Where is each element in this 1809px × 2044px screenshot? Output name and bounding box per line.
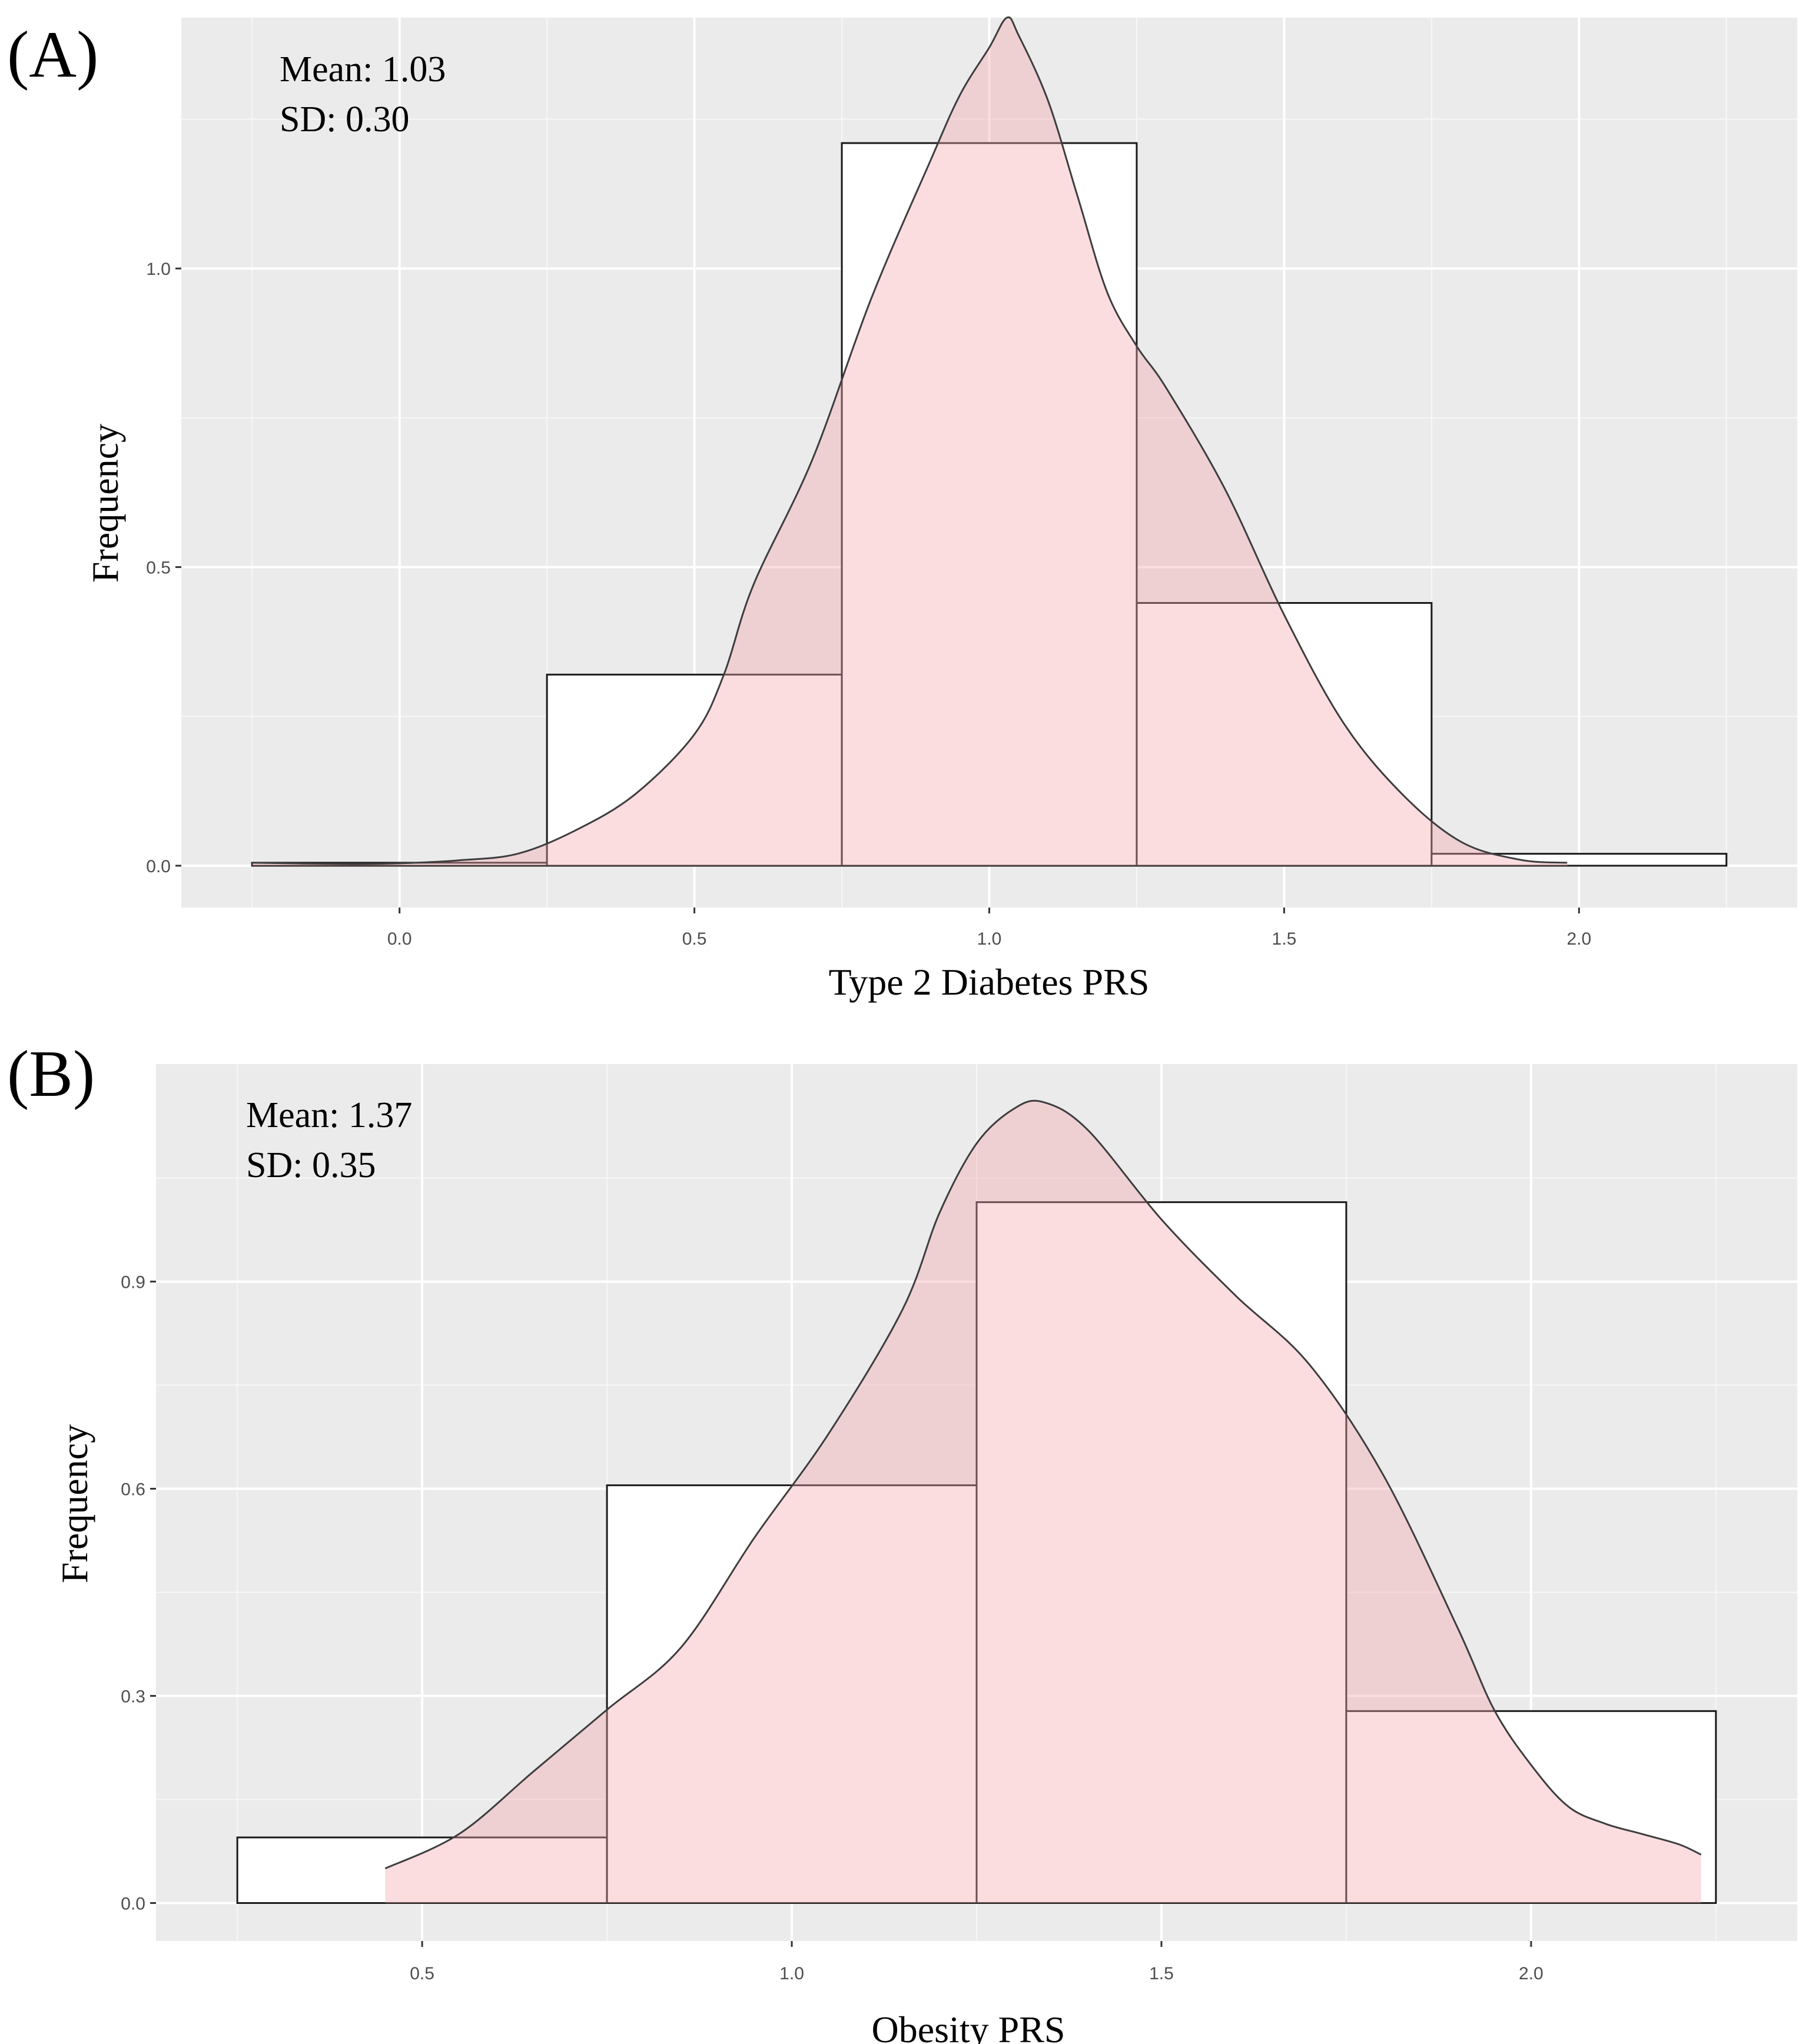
x-tick-label: 1.0 bbox=[977, 929, 1002, 949]
histogram-bar bbox=[1136, 601, 1433, 867]
y-tick-label: 0.5 bbox=[146, 559, 171, 578]
panel-a-label: (A) bbox=[7, 18, 98, 91]
x-tick-label: 0.5 bbox=[682, 929, 707, 949]
y-tick-label: 0.0 bbox=[146, 857, 171, 876]
x-tick-label: 0.0 bbox=[387, 929, 412, 949]
y-tick-label: 0.6 bbox=[121, 1480, 145, 1500]
x-tick-label: 2.0 bbox=[1566, 929, 1591, 949]
density-line bbox=[384, 1099, 1702, 1870]
panel-b-mean-annotation: Mean: 1.37 bbox=[246, 1095, 412, 1135]
panel-a-x-axis-title: Type 2 Diabetes PRS bbox=[829, 961, 1150, 1003]
panel-b-sd-annotation: SD: 0.35 bbox=[246, 1145, 376, 1185]
histogram-bar bbox=[546, 673, 843, 867]
y-tick-label: 1.0 bbox=[146, 260, 171, 279]
panel-b-x-axis-title: Obesity PRS bbox=[872, 2009, 1066, 2044]
x-tick-label: 0.5 bbox=[410, 1964, 434, 1983]
histogram-bar bbox=[975, 1201, 1347, 1904]
y-tick-label: 0.0 bbox=[121, 1894, 145, 1913]
density-area bbox=[385, 1101, 1701, 1903]
histogram-bar bbox=[841, 142, 1138, 867]
histogram-bar bbox=[606, 1484, 978, 1904]
panel-a-tick-labels: 0.0 0.5 1.0 1.5 2.0 0.0 0.5 1.0 bbox=[146, 260, 1591, 949]
x-tick-label: 1.0 bbox=[779, 1964, 804, 1983]
density-area bbox=[252, 17, 1568, 866]
panel-a-density-curve bbox=[252, 16, 1568, 866]
panel-a-mean-annotation: Mean: 1.03 bbox=[280, 49, 446, 89]
density-line bbox=[252, 16, 1568, 865]
panel-b-y-axis-title: Frequency bbox=[54, 1424, 95, 1583]
panel-b-label: (B) bbox=[7, 1038, 95, 1111]
panel-b: (B) 0.5 1.0 1.5 2.00.00.30.60.9 Mean: 1.37 … bbox=[7, 1038, 1797, 2044]
panel-a-sd-annotation: SD: 0.30 bbox=[280, 99, 409, 139]
panel-a: (A) 0.0 0.5 1.0 1.5 2.00.00.51.0 Mean: 1.03 … bbox=[7, 16, 1797, 1003]
panel-a-y-axis-title: Frequency bbox=[84, 424, 126, 583]
panel-b-tick-labels: 0.5 1.0 1.5 2.0 0.0 0.3 0.6 0.9 bbox=[121, 1273, 1543, 1983]
y-tick-label: 0.3 bbox=[121, 1687, 145, 1707]
panel-a-histogram-bars bbox=[251, 142, 1728, 867]
x-tick-label: 1.5 bbox=[1272, 929, 1297, 949]
x-tick-label: 2.0 bbox=[1519, 1964, 1544, 1983]
panel-b-density-curve bbox=[384, 1099, 1702, 1903]
x-tick-label: 1.5 bbox=[1149, 1964, 1174, 1983]
y-tick-label: 0.9 bbox=[121, 1273, 145, 1292]
panel-b-histogram-bars bbox=[236, 1201, 1717, 1904]
histogram-bar bbox=[1345, 1710, 1717, 1904]
